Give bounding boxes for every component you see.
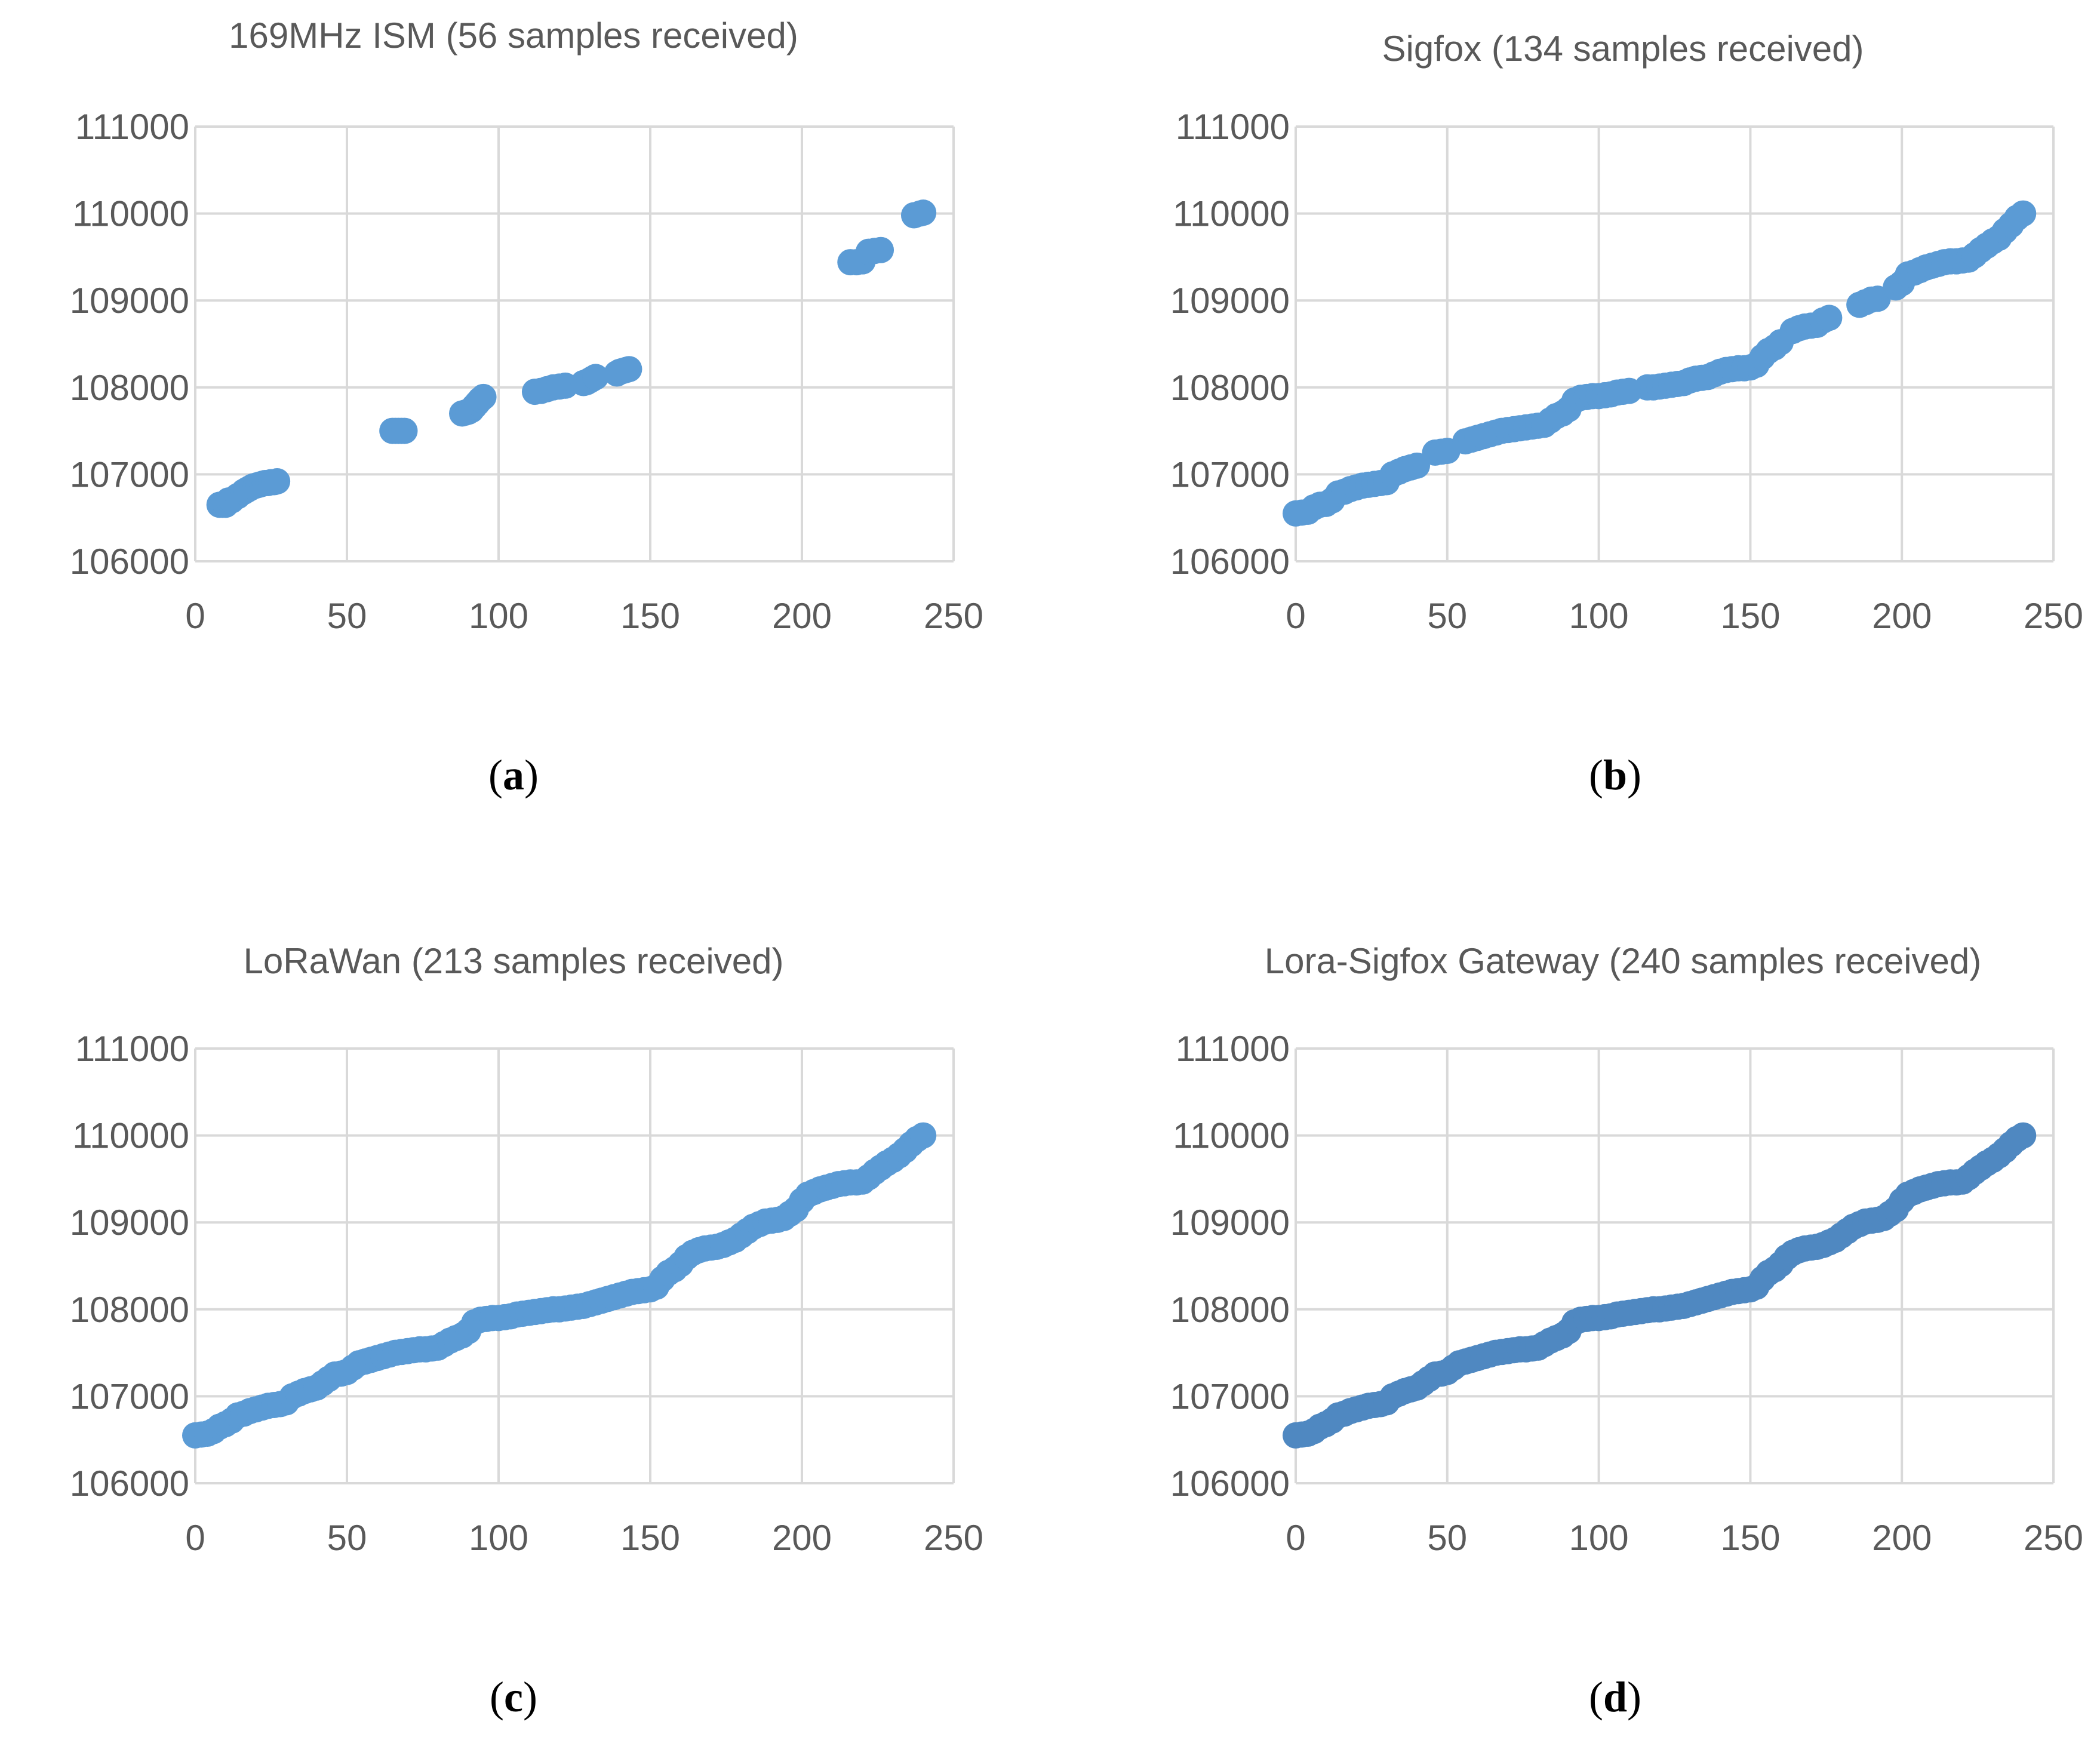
data-point-a	[868, 236, 894, 263]
data-point-a	[470, 383, 497, 410]
y-tick-label-a: 107000	[70, 454, 189, 494]
y-tick-label-b: 107000	[1170, 454, 1290, 494]
x-tick-label-b: 50	[1427, 596, 1467, 636]
data-point-b	[2010, 200, 2037, 227]
y-tick-label-b: 106000	[1170, 542, 1290, 582]
y-tick-label-c: 109000	[70, 1203, 189, 1243]
chart-panel-b: Sigfox (134 samples received) 0 50 100 150 2…	[1170, 29, 2083, 799]
chart-title-d: Lora-Sigfox Gateway (240 samples receive…	[1265, 941, 1982, 981]
x-tick-label-b: 200	[1872, 596, 1932, 636]
x-tick-label-c: 250	[924, 1518, 983, 1558]
data-points-a	[206, 199, 937, 518]
panel-label-letter-a: a	[503, 751, 524, 799]
y-tick-label-c: 111000	[75, 1029, 189, 1069]
panel-label-letter-d: d	[1603, 1673, 1627, 1721]
tick-labels-c: 0 50 100 150 200 250 106000 107000 108000 109000 1…	[70, 1029, 983, 1558]
panel-label-letter-c: c	[504, 1673, 523, 1721]
panel-label-a: (a)	[488, 751, 539, 799]
y-tick-label-c: 107000	[70, 1376, 189, 1416]
y-tick-label-c: 108000	[70, 1290, 189, 1330]
data-points-b	[1283, 200, 2037, 527]
chart-title-a: 169MHz ISM (56 samples received)	[229, 16, 798, 56]
x-tick-label-d: 250	[2024, 1518, 2083, 1558]
y-tick-label-a: 111000	[75, 107, 189, 147]
y-tick-label-d: 107000	[1170, 1376, 1290, 1416]
x-tick-label-d: 150	[1720, 1518, 1780, 1558]
data-point-a	[391, 417, 418, 444]
x-tick-label-b: 0	[1286, 596, 1305, 636]
x-tick-label-d: 200	[1872, 1518, 1932, 1558]
panel-label-b: (b)	[1589, 751, 1641, 799]
x-tick-label-a: 0	[185, 596, 205, 636]
x-tick-label-c: 150	[620, 1518, 680, 1558]
chart-title-b: Sigfox (134 samples received)	[1382, 29, 1864, 69]
x-tick-label-b: 250	[2024, 596, 2083, 636]
data-point-a	[910, 199, 937, 226]
data-point-a	[582, 364, 609, 391]
x-tick-label-c: 0	[185, 1518, 205, 1558]
data-point-a	[616, 356, 642, 383]
x-tick-label-a: 150	[620, 596, 680, 636]
y-tick-label-a: 109000	[70, 281, 189, 321]
tick-labels-b: 0 50 100 150 200 250 106000 107000 108000 109000 1…	[1170, 107, 2083, 636]
data-point-c	[910, 1122, 937, 1149]
x-tick-label-a: 200	[772, 596, 832, 636]
x-tick-label-c: 100	[469, 1518, 528, 1558]
y-tick-label-c: 110000	[72, 1116, 189, 1156]
panel-label-letter-b: b	[1603, 751, 1627, 799]
y-tick-label-b: 111000	[1176, 107, 1290, 147]
y-tick-label-d: 111000	[1176, 1029, 1290, 1069]
y-tick-label-d: 106000	[1170, 1464, 1290, 1504]
y-tick-label-d: 108000	[1170, 1290, 1290, 1330]
panel-label-d: (d)	[1589, 1673, 1641, 1721]
chart-panel-a: 169MHz ISM (56 samples received) 0 50 100 1…	[70, 16, 983, 799]
x-tick-label-d: 50	[1427, 1518, 1467, 1558]
panel-label-c: (c)	[490, 1673, 537, 1721]
y-tick-label-a: 106000	[70, 542, 189, 582]
y-tick-label-c: 106000	[70, 1464, 189, 1504]
y-tick-label-d: 110000	[1173, 1116, 1290, 1156]
x-tick-label-d: 100	[1569, 1518, 1629, 1558]
y-tick-label-a: 108000	[70, 368, 189, 408]
chart-title-c: LoRaWan (213 samples received)	[244, 941, 784, 981]
x-tick-label-a: 50	[327, 596, 367, 636]
x-tick-label-a: 250	[924, 596, 983, 636]
x-tick-label-a: 100	[469, 596, 528, 636]
y-tick-label-a: 110000	[72, 194, 189, 234]
data-point-b	[1816, 305, 1843, 331]
x-tick-label-c: 200	[772, 1518, 832, 1558]
chart-panel-c: LoRaWan (213 samples received) 0 50 100 150…	[70, 941, 983, 1721]
x-tick-label-b: 150	[1720, 596, 1780, 636]
y-tick-label-b: 109000	[1170, 281, 1290, 321]
grid-b	[1295, 125, 2055, 562]
data-point-d	[2010, 1122, 2037, 1149]
y-tick-label-b: 108000	[1170, 368, 1290, 408]
x-tick-label-b: 100	[1569, 596, 1629, 636]
y-tick-label-b: 110000	[1173, 194, 1290, 234]
data-points-c	[182, 1122, 937, 1449]
x-tick-label-c: 50	[327, 1518, 367, 1558]
chart-panel-d: Lora-Sigfox Gateway (240 samples receive…	[1170, 941, 2083, 1721]
data-point-a	[264, 468, 291, 495]
data-points-d	[1283, 1122, 2037, 1449]
tick-labels-a: 0 50 100 150 200 250 106000 107000 108000 109000 1…	[70, 107, 983, 636]
tick-labels-d: 0 50 100 150 200 250 106000 107000 108000 109000 1…	[1170, 1029, 2083, 1558]
data-point-b	[1404, 452, 1431, 479]
y-tick-label-d: 109000	[1170, 1203, 1290, 1243]
x-tick-label-d: 0	[1286, 1518, 1305, 1558]
